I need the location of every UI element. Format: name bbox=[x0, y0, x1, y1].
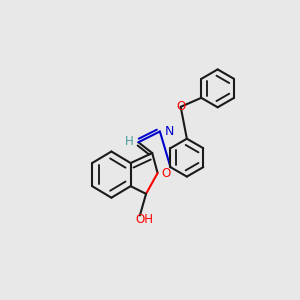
Text: O: O bbox=[176, 100, 185, 113]
Text: OH: OH bbox=[135, 213, 153, 226]
Text: N: N bbox=[165, 124, 174, 137]
Text: O: O bbox=[161, 167, 170, 180]
Text: H: H bbox=[125, 135, 134, 148]
